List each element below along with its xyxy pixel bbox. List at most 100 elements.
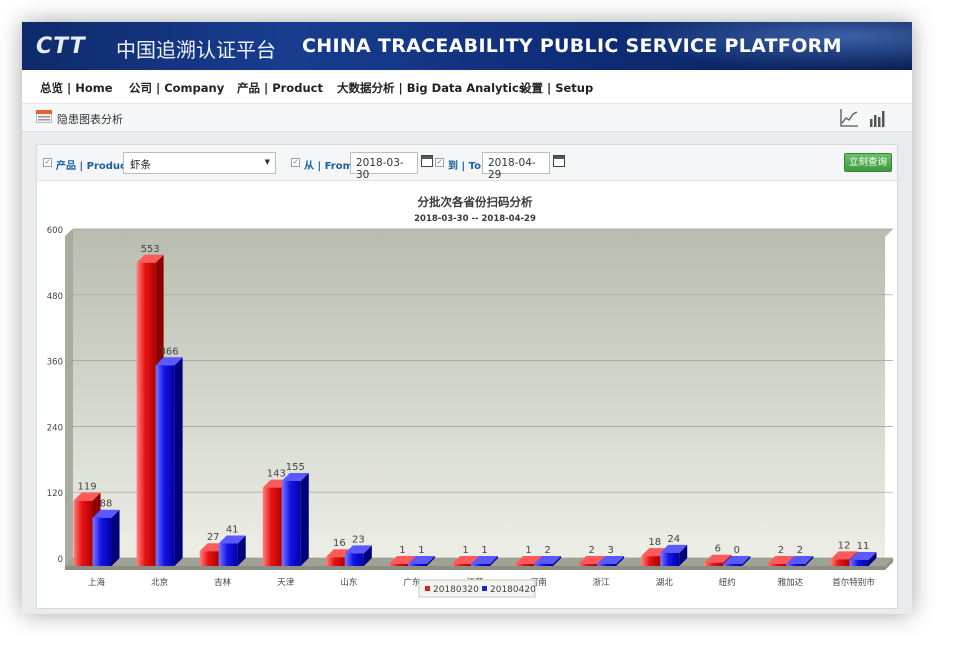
bar-20180320 — [578, 564, 598, 566]
data-label: 18 — [648, 537, 661, 548]
bar-20180420-top — [660, 544, 688, 553]
bar-20180320 — [136, 262, 156, 566]
from-date-input[interactable]: 2018-03-30 — [350, 152, 418, 181]
bar-20180320-top — [704, 554, 732, 563]
bar-20180320 — [515, 564, 535, 566]
data-label: 1 — [399, 545, 405, 556]
data-label: 23 — [352, 534, 365, 545]
legend-box — [418, 579, 536, 598]
bar-20180420 — [849, 559, 869, 566]
nav-item-company[interactable]: 公司 | Company — [129, 81, 225, 95]
bar-20180320 — [325, 557, 345, 566]
plot-base — [65, 558, 893, 570]
data-label: 24 — [667, 534, 680, 545]
x-tick-label: 天津 — [277, 577, 295, 588]
bar-20180420-top — [849, 551, 877, 560]
bar-20180420-top — [534, 556, 562, 564]
product-label: 产品 | Product: — [56, 161, 135, 172]
bar-20180420-top — [407, 556, 435, 564]
gridline-depth — [64, 294, 74, 304]
data-label: 6 — [715, 544, 721, 555]
bar-20180320 — [767, 564, 787, 566]
x-tick-label: 吉林 — [214, 577, 232, 588]
bar-20180420 — [344, 553, 364, 566]
y-tick-label: 120 — [47, 489, 63, 499]
bar-chart-icon[interactable] — [867, 107, 889, 129]
bar-20180420-side — [426, 556, 435, 566]
bar-20180420 — [471, 564, 490, 566]
to-label: 到 | To: — [448, 161, 485, 172]
bar-20180420-top — [723, 556, 751, 564]
nav-item-big-data[interactable]: 大数据分析 | Big Data Analytics — [337, 81, 526, 95]
gridline-depth — [64, 360, 74, 369]
query-button[interactable]: 立刻查询 — [844, 153, 892, 172]
bar-20180420-top — [92, 509, 120, 518]
bar-20180420-side — [111, 509, 120, 566]
bar-20180320 — [704, 562, 724, 566]
legend-label: 20180320 — [433, 585, 479, 595]
header-banner: CTT 中国追溯认证平台 CHINA TRACEABILITY PUBLIC S… — [22, 22, 912, 70]
nav-item-setup[interactable]: 设置 | Setup — [520, 81, 594, 95]
data-label: 2 — [588, 545, 594, 556]
platform-title-en: CHINA TRACEABILITY PUBLIC SERVICE PLATFO… — [302, 35, 842, 57]
bar-20180420-top — [344, 545, 372, 554]
chart-subtitle: 2018-03-30 -- 2018-04-29 — [414, 214, 536, 224]
plot-side-wall — [65, 229, 73, 566]
app-window: CTT 中国追溯认证平台 CHINA TRACEABILITY PUBLIC S… — [22, 22, 912, 614]
data-label: 1 — [418, 545, 424, 556]
x-tick-label: 雅加达 — [778, 577, 804, 588]
x-tick-label: 纽约 — [719, 577, 736, 588]
bar-20180420-side — [363, 545, 372, 566]
y-tick-label: 240 — [47, 423, 63, 433]
x-tick-label: 湖北 — [656, 578, 674, 588]
bar-20180320-top — [767, 556, 795, 564]
bar-20180320-top — [136, 254, 164, 263]
bar-20180420-side — [174, 357, 183, 566]
bar-20180320 — [641, 556, 661, 566]
bar-20180420-top — [786, 556, 814, 564]
line-chart-icon[interactable] — [838, 107, 860, 129]
bar-chart: 分批次各省份扫码分析 2018-03-30 -- 2018-04-29 0120… — [47, 195, 893, 598]
from-checkbox[interactable]: ✓ — [291, 158, 300, 167]
bar-20180420-side — [868, 551, 877, 566]
x-tick-label: 上海 — [88, 577, 106, 588]
bar-20180420-side — [490, 556, 498, 566]
data-label: 2 — [797, 545, 803, 556]
page-title: 隐患图表分析 — [57, 113, 123, 126]
product-select[interactable]: 虾条 ▼ — [123, 152, 276, 174]
bar-20180420-top — [471, 556, 498, 564]
data-label: 119 — [77, 482, 96, 493]
gridline-depth — [64, 557, 74, 567]
plot-background — [65, 229, 893, 566]
data-label: 155 — [286, 462, 305, 473]
to-calendar-icon[interactable] — [553, 155, 565, 167]
bar-20180420 — [281, 481, 301, 566]
bar-20180320 — [199, 551, 219, 566]
to-date-input[interactable]: 2018-04-29 — [482, 152, 550, 181]
bar-20180320 — [73, 500, 93, 566]
nav-item-product[interactable]: 产品 | Product — [237, 81, 323, 95]
data-label: 41 — [226, 525, 239, 536]
bar-20180320-top — [452, 556, 479, 564]
legend-swatch — [482, 586, 487, 591]
gridline-depth — [64, 491, 74, 501]
bar-20180420-top — [597, 556, 625, 564]
bar-20180420-top — [218, 535, 246, 544]
x-tick-label: 河南 — [530, 577, 547, 588]
bar-20180420-side — [616, 556, 625, 566]
platform-title-cn: 中国追溯认证平台 — [116, 38, 276, 62]
bar-20180320-top — [388, 556, 416, 564]
chart-panel: ✓ 产品 | Product: 虾条 ▼ ✓ 从 | From: 2018-03… — [36, 144, 898, 609]
bar-20180420 — [534, 564, 554, 566]
bar-20180420 — [786, 564, 806, 566]
product-checkbox[interactable]: ✓ — [43, 158, 52, 167]
bar-20180320 — [830, 559, 850, 566]
bar-20180420-side — [553, 556, 562, 566]
bar-20180420-side — [742, 556, 751, 566]
to-checkbox[interactable]: ✓ — [435, 158, 444, 167]
sub-toolbar: 隐患图表分析 — [22, 104, 912, 132]
from-calendar-icon[interactable] — [421, 155, 433, 167]
nav-item-home[interactable]: 总览 | Home — [40, 81, 113, 95]
legend-label: 20180420 — [490, 585, 536, 595]
ctt-logo[interactable]: CTT — [36, 34, 86, 59]
